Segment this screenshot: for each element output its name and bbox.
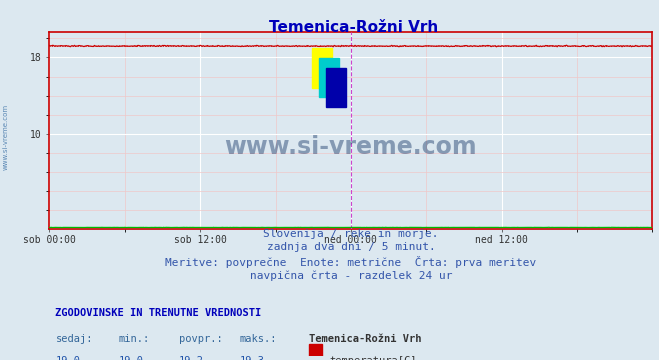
Text: sedaj:: sedaj: (55, 333, 93, 343)
Text: 19,0: 19,0 (119, 356, 144, 360)
Text: Slovenija / reke in morje.
zadnja dva dni / 5 minut.
Meritve: povprečne  Enote: : Slovenija / reke in morje. zadnja dva dn… (165, 229, 536, 281)
Text: 19,3: 19,3 (239, 356, 264, 360)
Bar (326, 68, 346, 107)
Text: 19,0: 19,0 (55, 356, 80, 360)
Bar (308, 344, 322, 360)
Text: 19,2: 19,2 (179, 356, 204, 360)
Bar (319, 58, 339, 98)
Text: www.si-vreme.com: www.si-vreme.com (2, 104, 9, 170)
Text: www.si-vreme.com: www.si-vreme.com (225, 135, 477, 159)
Bar (312, 48, 331, 87)
Text: ZGODOVINSKE IN TRENUTNE VREDNOSTI: ZGODOVINSKE IN TRENUTNE VREDNOSTI (55, 308, 262, 318)
Text: Temenica-Rožni Vrh: Temenica-Rožni Vrh (270, 20, 438, 35)
Text: min.:: min.: (119, 333, 150, 343)
Text: maks.:: maks.: (239, 333, 277, 343)
Text: povpr.:: povpr.: (179, 333, 223, 343)
Text: temperatura[C]: temperatura[C] (330, 356, 416, 360)
Text: Temenica-Rožni Vrh: Temenica-Rožni Vrh (308, 333, 421, 343)
